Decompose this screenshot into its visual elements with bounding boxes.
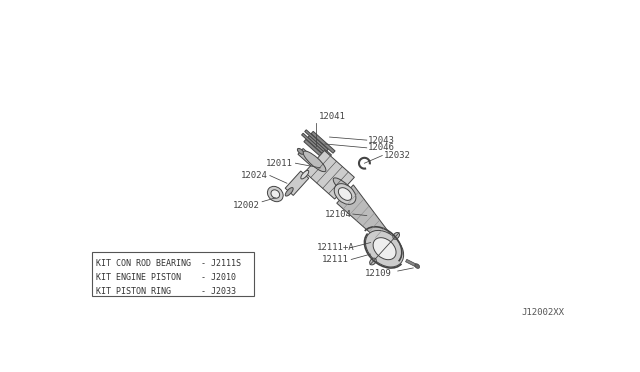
Ellipse shape — [370, 258, 376, 265]
Text: 12109: 12109 — [365, 269, 392, 278]
Ellipse shape — [333, 178, 356, 199]
Text: 12111+A: 12111+A — [316, 243, 354, 253]
Ellipse shape — [334, 184, 356, 204]
Text: 12111: 12111 — [322, 255, 349, 264]
Polygon shape — [406, 259, 418, 267]
Ellipse shape — [303, 151, 326, 172]
Ellipse shape — [301, 170, 308, 179]
Text: 12043: 12043 — [368, 136, 395, 145]
Polygon shape — [311, 131, 335, 153]
Text: 12002: 12002 — [233, 201, 260, 210]
Text: KIT ENGINE PISTON    - J2010: KIT ENGINE PISTON - J2010 — [96, 273, 236, 282]
Text: KIT CON ROD BEARING  - J2111S: KIT CON ROD BEARING - J2111S — [96, 260, 241, 269]
Ellipse shape — [285, 187, 293, 196]
Ellipse shape — [271, 190, 280, 198]
Text: 12011: 12011 — [266, 159, 293, 168]
Polygon shape — [301, 133, 325, 154]
Polygon shape — [298, 148, 335, 183]
Polygon shape — [305, 151, 355, 199]
Text: J12002XX: J12002XX — [522, 308, 564, 317]
Polygon shape — [307, 135, 332, 157]
Ellipse shape — [298, 148, 304, 154]
Ellipse shape — [329, 177, 335, 183]
Ellipse shape — [339, 187, 352, 201]
Polygon shape — [304, 140, 328, 161]
Ellipse shape — [268, 186, 283, 202]
Text: 12046: 12046 — [368, 143, 395, 152]
Ellipse shape — [373, 238, 396, 260]
Text: 12104: 12104 — [325, 209, 352, 218]
Polygon shape — [305, 130, 328, 151]
Text: KIT PISTON RING      - J2033: KIT PISTON RING - J2033 — [96, 287, 236, 296]
Text: 12024: 12024 — [241, 171, 268, 180]
Polygon shape — [285, 171, 309, 195]
Bar — [92, 252, 254, 296]
Text: 12041: 12041 — [319, 112, 346, 121]
Text: 12032: 12032 — [384, 151, 411, 160]
Polygon shape — [337, 185, 390, 243]
Ellipse shape — [365, 230, 404, 267]
Ellipse shape — [393, 232, 399, 239]
Ellipse shape — [415, 264, 420, 269]
